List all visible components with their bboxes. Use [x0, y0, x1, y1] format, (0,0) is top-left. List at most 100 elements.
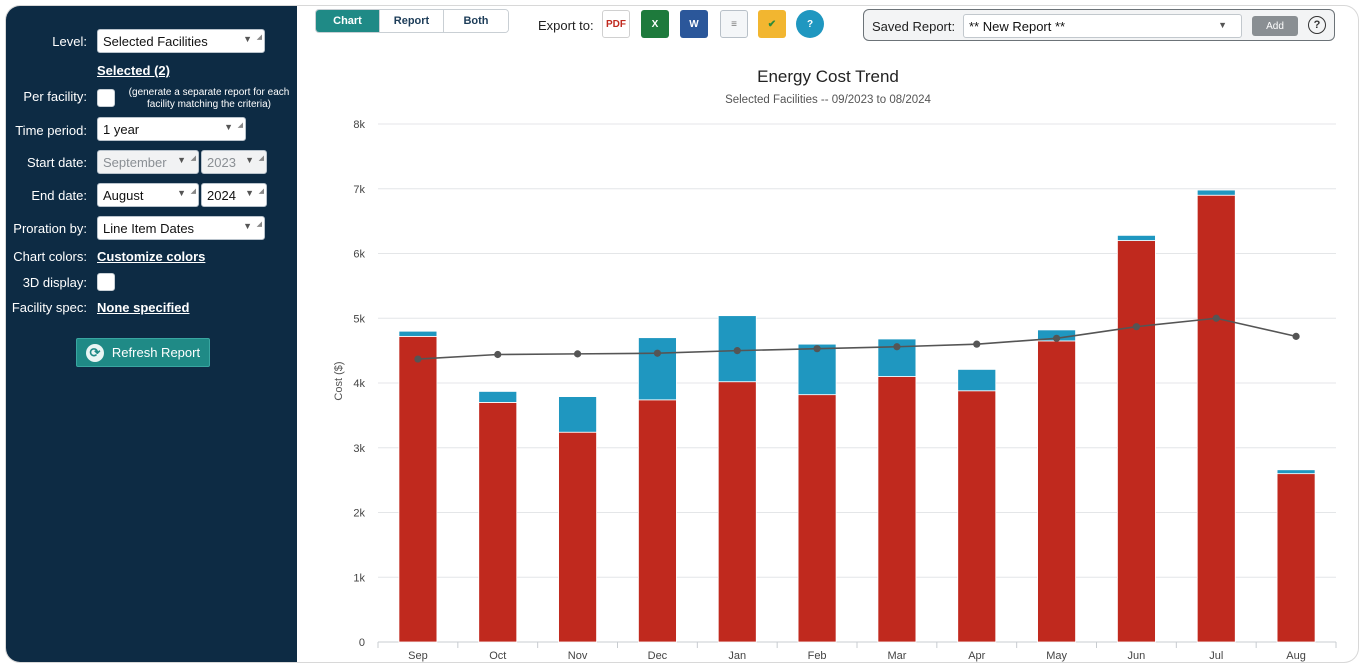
- y-tick-label: 4k: [353, 378, 365, 390]
- y-tick-label: 7k: [353, 184, 365, 196]
- per-facility-checkbox[interactable]: [97, 89, 115, 107]
- start-year-select[interactable]: 2023 ▼ ◢: [201, 150, 267, 174]
- bar-segment[interactable]: [1196, 194, 1236, 643]
- help-icon[interactable]: ?: [1308, 16, 1326, 34]
- csv-icon[interactable]: ≡: [720, 10, 748, 38]
- bar-segment[interactable]: [558, 431, 597, 643]
- bar-segment[interactable]: [638, 337, 677, 401]
- display-3d-checkbox[interactable]: [97, 273, 115, 291]
- trend-point[interactable]: [1292, 332, 1300, 340]
- chevron-down-icon: ▼: [245, 188, 254, 198]
- tab-chart[interactable]: Chart: [316, 10, 380, 32]
- x-tick-label: Jul: [1209, 650, 1223, 662]
- report-options-sidebar: Level: Selected Facilities ▼ ◢ Selected …: [6, 6, 297, 662]
- x-tick-label: Feb: [808, 650, 827, 662]
- saved-report-label: Saved Report:: [872, 19, 956, 34]
- time-period-select[interactable]: 1 year ▼ ◢: [97, 117, 246, 141]
- end-year-select[interactable]: 2024 ▼ ◢: [201, 183, 267, 207]
- y-tick-label: 3k: [353, 443, 365, 455]
- trend-point[interactable]: [414, 355, 422, 363]
- end-month-select[interactable]: August ▼ ◢: [97, 183, 199, 207]
- bar-segment[interactable]: [398, 330, 438, 337]
- bar-segment[interactable]: [638, 399, 677, 643]
- bar-segment[interactable]: [797, 394, 837, 643]
- start-month-select[interactable]: September ▼ ◢: [97, 150, 199, 174]
- start-month-value: September: [103, 154, 167, 170]
- refresh-report-button[interactable]: ⟳ Refresh Report: [76, 338, 210, 367]
- trend-point[interactable]: [494, 350, 502, 359]
- resize-icon: ◢: [258, 188, 264, 195]
- help-bubble-icon[interactable]: ?: [796, 10, 824, 38]
- proration-value: Line Item Dates: [103, 220, 195, 236]
- bar-segment[interactable]: [558, 396, 597, 433]
- x-tick-label: Aug: [1286, 650, 1306, 662]
- level-select[interactable]: Selected Facilities ▼ ◢: [97, 29, 265, 53]
- trend-point[interactable]: [813, 345, 821, 353]
- resize-icon: ◢: [256, 34, 262, 41]
- trend-point[interactable]: [973, 340, 981, 348]
- bar-segment[interactable]: [877, 376, 917, 643]
- bar-segment[interactable]: [1196, 189, 1236, 196]
- tab-both[interactable]: Both: [444, 10, 508, 32]
- x-tick-label: Mar: [887, 650, 906, 662]
- facility-spec-link[interactable]: None specified: [97, 300, 190, 315]
- trend-point[interactable]: [653, 349, 662, 357]
- trend-point[interactable]: [1212, 314, 1220, 322]
- x-tick-label: Sep: [408, 650, 428, 662]
- chevron-down-icon: ▼: [245, 155, 254, 165]
- chevron-down-icon: ▼: [243, 34, 252, 44]
- x-tick-label: May: [1046, 650, 1067, 662]
- trend-point[interactable]: [1132, 323, 1141, 331]
- proration-select[interactable]: Line Item Dates ▼ ◢: [97, 216, 265, 240]
- customize-colors-link[interactable]: Customize colors: [97, 249, 206, 264]
- selected-facilities-link[interactable]: Selected (2): [97, 63, 170, 78]
- resize-icon: ◢: [237, 122, 243, 129]
- chevron-down-icon: ▼: [177, 188, 186, 198]
- bar-segment[interactable]: [1117, 234, 1156, 241]
- bar-segment[interactable]: [1276, 473, 1316, 643]
- bar-segment[interactable]: [1276, 469, 1316, 475]
- tab-report[interactable]: Report: [380, 10, 444, 32]
- saved-report-select[interactable]: ** New Report ** ▼: [963, 14, 1242, 38]
- bar-segment[interactable]: [957, 369, 997, 392]
- x-tick-label: Jan: [728, 650, 746, 662]
- bar-segment[interactable]: [797, 343, 837, 396]
- end-date-label: End date:: [31, 188, 87, 203]
- chart-title: Energy Cost Trend: [757, 67, 899, 86]
- bar-segment[interactable]: [717, 381, 757, 643]
- word-icon[interactable]: W: [680, 10, 708, 38]
- end-year-value: 2024: [207, 187, 236, 203]
- trend-point[interactable]: [573, 350, 582, 358]
- bar-segment[interactable]: [478, 391, 518, 403]
- trend-point[interactable]: [893, 343, 901, 351]
- pdf-icon[interactable]: PDF: [602, 10, 630, 38]
- excel-icon[interactable]: X: [641, 10, 669, 38]
- per-facility-label: Per facility:: [23, 89, 87, 104]
- time-period-label: Time period:: [15, 123, 87, 138]
- x-tick-label: Nov: [568, 650, 588, 662]
- view-tabs: Chart Report Both: [315, 9, 509, 33]
- bar-segment[interactable]: [478, 402, 518, 643]
- bar-segment[interactable]: [1037, 340, 1076, 643]
- email-icon[interactable]: ✔: [758, 10, 786, 38]
- chevron-down-icon: ▼: [177, 155, 186, 165]
- saved-report-panel: Saved Report: ** New Report ** ▼ Add ?: [863, 9, 1335, 41]
- app-frame: Level: Selected Facilities ▼ ◢ Selected …: [6, 6, 1358, 662]
- bar-segment[interactable]: [957, 390, 997, 643]
- chevron-down-icon: ▼: [1218, 20, 1227, 30]
- end-month-value: August: [103, 187, 144, 203]
- trend-point[interactable]: [1052, 334, 1061, 342]
- y-tick-label: 2k: [353, 508, 365, 520]
- x-tick-label: Dec: [648, 650, 668, 662]
- trend-point[interactable]: [733, 347, 741, 355]
- chart-grid: 0 1k 2k 3k 4k 5k 6k 7k 8k: [353, 119, 1336, 649]
- resize-icon: ◢: [190, 155, 196, 162]
- time-period-value: 1 year: [103, 121, 140, 137]
- chart-trend-line: [414, 314, 1300, 363]
- level-select-value: Selected Facilities: [103, 33, 208, 49]
- x-tick-label: Oct: [489, 650, 506, 662]
- resize-icon: ◢: [190, 188, 196, 195]
- bar-segment[interactable]: [1117, 240, 1156, 643]
- add-report-button[interactable]: Add: [1252, 16, 1298, 36]
- bar-segment[interactable]: [398, 335, 438, 643]
